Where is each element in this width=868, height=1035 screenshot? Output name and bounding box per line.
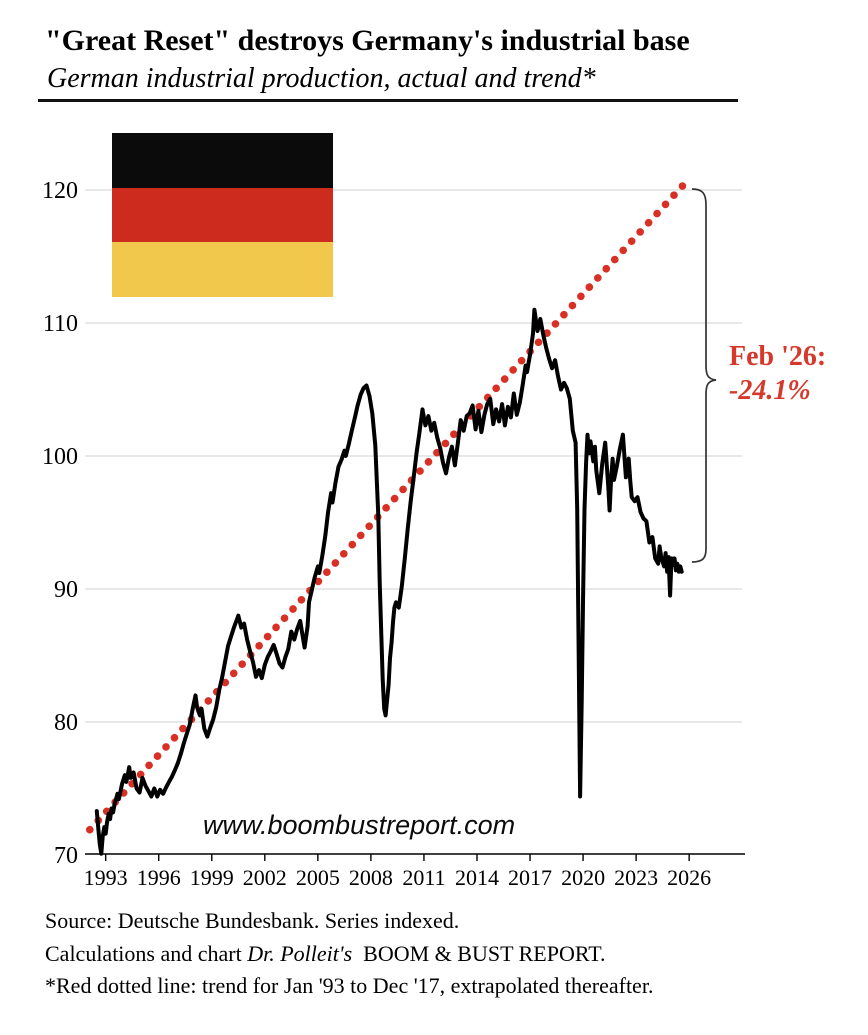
credit-note-prefix: Calculations and chart xyxy=(45,940,248,966)
x-tick-label: 1999 xyxy=(190,865,234,890)
y-tick-label: 120 xyxy=(42,178,78,204)
credit-note-suffix: BOOM & BUST REPORT. xyxy=(352,940,606,966)
watermark: www.boombustreport.com xyxy=(203,810,516,840)
flag-stripe-red xyxy=(112,187,333,243)
y-tick-label: 90 xyxy=(54,577,78,603)
header-divider xyxy=(38,99,738,102)
source-note: Source: Deutsche Bundesbank. Series inde… xyxy=(45,908,460,933)
x-tick-label: 2020 xyxy=(561,865,605,890)
chart-title: "Great Reset" destroys Germany's industr… xyxy=(45,24,690,57)
trend-series-line xyxy=(85,182,687,834)
annotation-bracket xyxy=(691,188,717,563)
trend-definition-note: *Red dotted line: trend for Jan '93 to D… xyxy=(45,973,654,998)
y-tick-label: 80 xyxy=(54,710,78,736)
credit-note-author: Dr. Polleit's xyxy=(247,940,353,966)
x-tick-label: 1996 xyxy=(137,865,181,890)
flag-stripe-black xyxy=(112,133,333,188)
x-tick-label: 2002 xyxy=(243,865,287,890)
chart-subtitle: German industrial production, actual and… xyxy=(47,63,596,94)
x-tick-label: 2008 xyxy=(349,865,393,890)
y-tick-label: 70 xyxy=(54,843,78,869)
x-tick-label: 2017 xyxy=(508,865,552,890)
y-tick-label: 110 xyxy=(43,311,78,337)
gap-annotation-value: -24.1% xyxy=(729,375,811,406)
gap-annotation-date: Feb '26: xyxy=(729,341,827,372)
y-tick-label: 100 xyxy=(42,444,78,470)
gap-annotation: Feb '26: -24.1% xyxy=(729,340,826,408)
x-tick-label: 2011 xyxy=(402,865,445,890)
germany-flag-icon xyxy=(112,133,333,298)
actual-series-line xyxy=(94,307,684,856)
x-tick-label: 2026 xyxy=(667,865,711,890)
x-tick-label: 2014 xyxy=(455,865,499,890)
flag-stripe-gold xyxy=(112,242,333,298)
x-tick-label: 2005 xyxy=(296,865,340,890)
credit-note: Calculations and chart Dr. Polleit's BOO… xyxy=(45,938,653,971)
x-tick-label: 2023 xyxy=(614,865,658,890)
x-tick-label: 1993 xyxy=(84,865,128,890)
footer-notes: Source: Deutsche Bundesbank. Series inde… xyxy=(45,905,653,1003)
